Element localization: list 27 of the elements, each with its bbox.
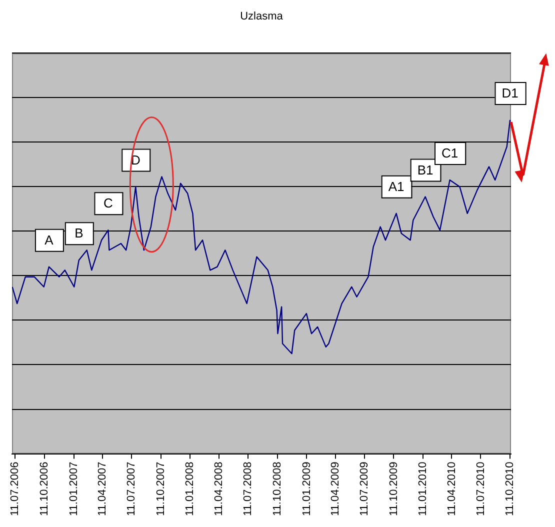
annotation: A1 <box>388 179 404 194</box>
annotation: D <box>130 152 140 168</box>
x-tick-label: 11.07.2007 <box>126 462 138 516</box>
annotation: C1 <box>442 146 458 161</box>
annotation: D1 <box>502 86 518 101</box>
x-tick-label: 11.10.2006 <box>38 462 51 516</box>
annotation: B1 <box>417 162 434 178</box>
annotation: A <box>44 232 54 248</box>
x-tick-label: 11.10.2010 <box>504 462 516 516</box>
x-tick-label: 11.10.2008 <box>271 462 284 516</box>
x-tick-label: 11.07.2008 <box>242 462 254 516</box>
x-tick-label: 11.01.2008 <box>184 462 196 516</box>
x-tick-label: 11.04.2010 <box>446 462 458 516</box>
x-tick-label: 11.04.2009 <box>329 462 342 516</box>
x-tick-label: 11.10.2007 <box>154 462 167 516</box>
annotation: B <box>74 226 84 241</box>
x-tick-label: 11.07.2010 <box>474 462 487 516</box>
x-tick-label: 11.07.2009 <box>358 462 370 516</box>
x-tick-label: 11.01.2007 <box>68 462 80 516</box>
x-tick-label: 11.01.2010 <box>417 462 430 516</box>
chart-title: Uzlasma <box>240 10 284 23</box>
x-tick-label: 11.07.2006 <box>9 462 22 516</box>
x-tick-label: 11.04.2007 <box>96 462 109 516</box>
x-tick-label: 11.01.2009 <box>300 462 313 516</box>
x-tick-label: 11.04.2008 <box>213 462 226 516</box>
annotation: C <box>104 196 113 211</box>
x-tick-label: 11.10.2009 <box>388 462 400 516</box>
